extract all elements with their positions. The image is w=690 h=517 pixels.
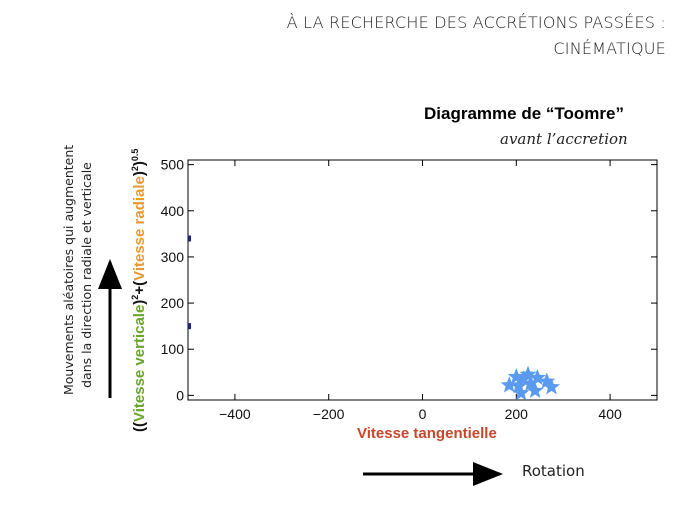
x-tick-label: −400 (219, 406, 251, 422)
data-point-star (514, 370, 532, 387)
rotation-label: Rotation (522, 462, 585, 480)
data-point-star (519, 365, 537, 382)
data-point-star (521, 374, 539, 392)
chart-title: Diagramme de “Toomre” (424, 104, 624, 123)
y-tick-label: 500 (161, 157, 185, 173)
data-marks (188, 235, 561, 401)
y-tick-label: 100 (161, 341, 185, 357)
slide-title: À LA RECHERCHE DES ACCRÉTIONS PASSÉES : … (287, 10, 666, 62)
x-tick-label: 200 (505, 406, 529, 422)
data-point-star (528, 368, 546, 386)
plot-frame (187, 159, 658, 401)
x-axis-label: Vitesse tangentielle (357, 425, 497, 442)
slide-title-line2: CINÉMATIQUE (553, 39, 666, 58)
x-tick-label: −200 (313, 406, 345, 422)
data-point-star (512, 384, 530, 401)
y-tick-label: 300 (161, 249, 185, 265)
axis-ticks: −400 −200 0 200 400 0 100 200 300 400 500 (161, 157, 657, 422)
y-tick-label: 200 (161, 295, 185, 311)
data-point-star (542, 378, 561, 395)
chart-annotation: avant l’accretion (500, 130, 628, 148)
data-point (188, 235, 191, 242)
data-point (188, 323, 191, 330)
data-point-star (507, 367, 525, 385)
data-point-star (526, 381, 544, 399)
x-tick-label: 400 (598, 406, 622, 422)
x-tick-label: 0 (419, 406, 427, 422)
slide-title-line1: À LA RECHERCHE DES ACCRÉTIONS PASSÉES : (286, 13, 666, 32)
y-tick-label: 0 (176, 387, 184, 403)
data-point-star (500, 376, 518, 393)
data-point-star (510, 377, 528, 394)
y-tick-label: 400 (161, 203, 185, 219)
data-point-star (538, 372, 556, 389)
